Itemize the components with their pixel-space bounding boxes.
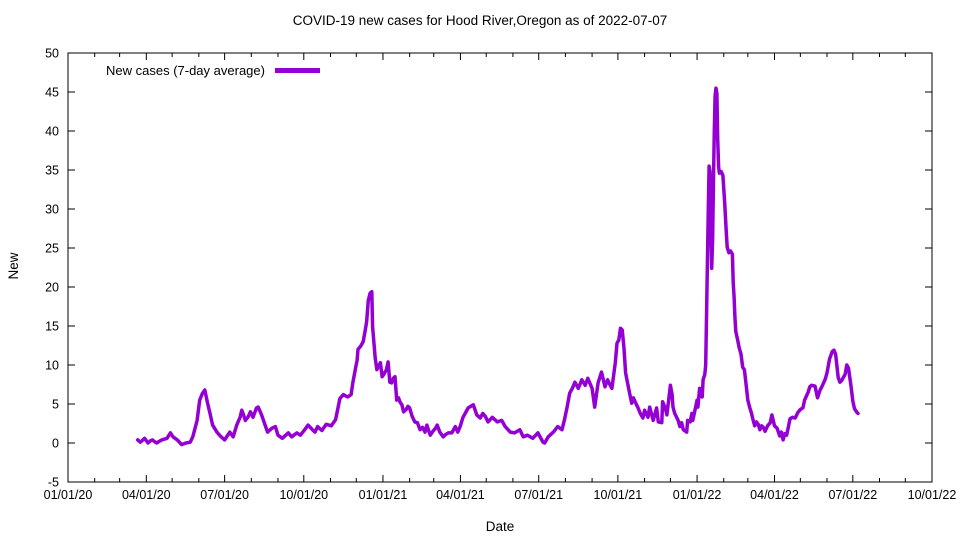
chart-title: COVID-19 new cases for Hood River,Oregon…: [292, 13, 668, 28]
y-tick-label: 10: [45, 359, 59, 373]
x-axis-label: Date: [485, 519, 515, 534]
y-tick-label: 50: [45, 47, 59, 61]
legend-label: New cases (7-day average): [106, 63, 265, 78]
plot-border: [67, 52, 933, 483]
legend: New cases (7-day average): [106, 63, 320, 78]
y-tick-label: 15: [45, 320, 59, 334]
x-tick-label: 04/01/21: [436, 488, 485, 502]
x-tick-label: 10/01/22: [908, 488, 957, 502]
y-tick-label: -5: [48, 476, 59, 490]
x-tick-label: 01/01/20: [44, 488, 93, 502]
x-tick-label: 10/01/21: [594, 488, 643, 502]
x-tick-label: 01/01/22: [673, 488, 722, 502]
y-tick-label: 25: [45, 242, 59, 256]
y-tick-label: 40: [45, 125, 59, 139]
data-series-line: [135, 86, 860, 447]
y-tick-label: 30: [45, 203, 59, 217]
x-tick-label: 10/01/20: [279, 488, 328, 502]
y-tick-label: 45: [45, 86, 59, 100]
x-tick-label: 01/01/21: [359, 488, 408, 502]
y-tick-label: 35: [45, 164, 59, 178]
x-tick-label: 04/01/20: [122, 488, 171, 502]
y-tick-label: 0: [52, 437, 59, 451]
legend-line-sample: [274, 68, 320, 73]
x-tick-label: 07/01/22: [828, 488, 877, 502]
x-tick-label: 07/01/21: [514, 488, 563, 502]
y-tick-label: 5: [52, 398, 59, 412]
x-tick-label: 07/01/20: [200, 488, 249, 502]
y-tick-label: 20: [45, 281, 59, 295]
x-tick-label: 04/01/22: [750, 488, 799, 502]
